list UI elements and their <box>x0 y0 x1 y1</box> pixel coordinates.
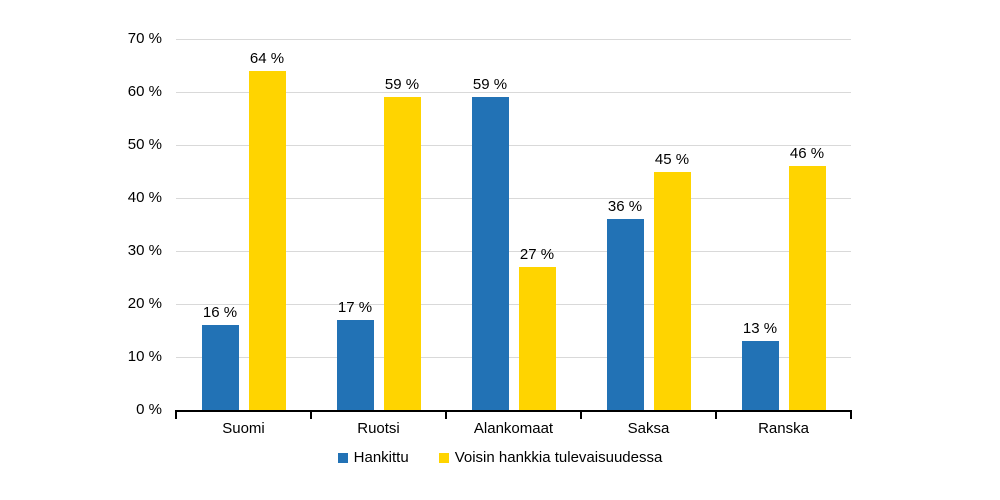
gridline <box>176 91 851 93</box>
x-axis-tick <box>850 412 852 419</box>
bar-value-label: 64 % <box>249 49 285 67</box>
bar-value-label: 59 % <box>384 76 420 94</box>
y-tick-label: 10 % <box>127 348 162 365</box>
y-tick-label: 70 % <box>127 30 162 47</box>
bar-value-label: 59 % <box>472 76 508 94</box>
bar-voisin-suomi <box>248 70 286 410</box>
x-axis-tick <box>715 412 717 419</box>
bar-voisin-ranska <box>788 166 826 410</box>
bar-value-label: 36 % <box>607 198 643 216</box>
bar-value-label: 45 % <box>654 150 690 168</box>
legend: Hankittu Voisin hankkia tulevaisuudessa <box>0 449 1000 467</box>
gridline <box>176 38 851 40</box>
legend-label: Voisin hankkia tulevaisuudessa <box>454 449 663 466</box>
y-tick-label: 50 % <box>127 136 162 153</box>
y-tick-label: 30 % <box>127 242 162 259</box>
x-category-label-ruotsi: Ruotsi <box>357 420 400 437</box>
legend-item-voisin: Voisin hankkia tulevaisuudessa <box>438 449 663 467</box>
bar-value-label: 46 % <box>789 145 825 163</box>
bar-hankittu-suomi <box>201 325 239 410</box>
gridline <box>176 197 851 199</box>
gridline <box>176 144 851 146</box>
legend-label: Hankittu <box>353 449 409 466</box>
y-tick-label: 40 % <box>127 189 162 206</box>
y-tick-label: 20 % <box>127 295 162 312</box>
bar-hankittu-saksa <box>606 219 644 410</box>
y-tick-label: 60 % <box>127 83 162 100</box>
gridline <box>176 303 851 305</box>
x-category-label-alankomaat: Alankomaat <box>473 420 554 437</box>
x-axis-tick <box>445 412 447 419</box>
x-axis-tick <box>580 412 582 419</box>
gridline <box>176 250 851 252</box>
bar-voisin-saksa <box>653 171 691 410</box>
x-category-label-suomi: Suomi <box>222 420 265 437</box>
bar-value-label: 17 % <box>337 298 373 316</box>
bar-hankittu-ranska <box>741 341 779 410</box>
bar-value-label: 27 % <box>519 245 555 263</box>
legend-marker <box>337 453 348 463</box>
bar-value-label: 13 % <box>742 320 778 338</box>
x-category-label-ranska: Ranska <box>758 420 809 437</box>
x-axis-tick <box>310 412 312 419</box>
x-axis-line <box>175 410 852 412</box>
bar-voisin-ruotsi <box>383 97 421 410</box>
y-tick-label: 0 % <box>136 401 162 418</box>
x-axis-tick <box>175 412 177 419</box>
bar-voisin-alankomaat <box>518 266 556 410</box>
legend-marker <box>438 453 449 463</box>
bar-hankittu-alankomaat <box>471 97 509 410</box>
bar-hankittu-ruotsi <box>336 319 374 410</box>
gridline <box>176 356 851 358</box>
x-category-label-saksa: Saksa <box>627 420 670 437</box>
legend-item-hankittu: Hankittu <box>337 449 409 467</box>
bar-value-label: 16 % <box>202 304 238 322</box>
